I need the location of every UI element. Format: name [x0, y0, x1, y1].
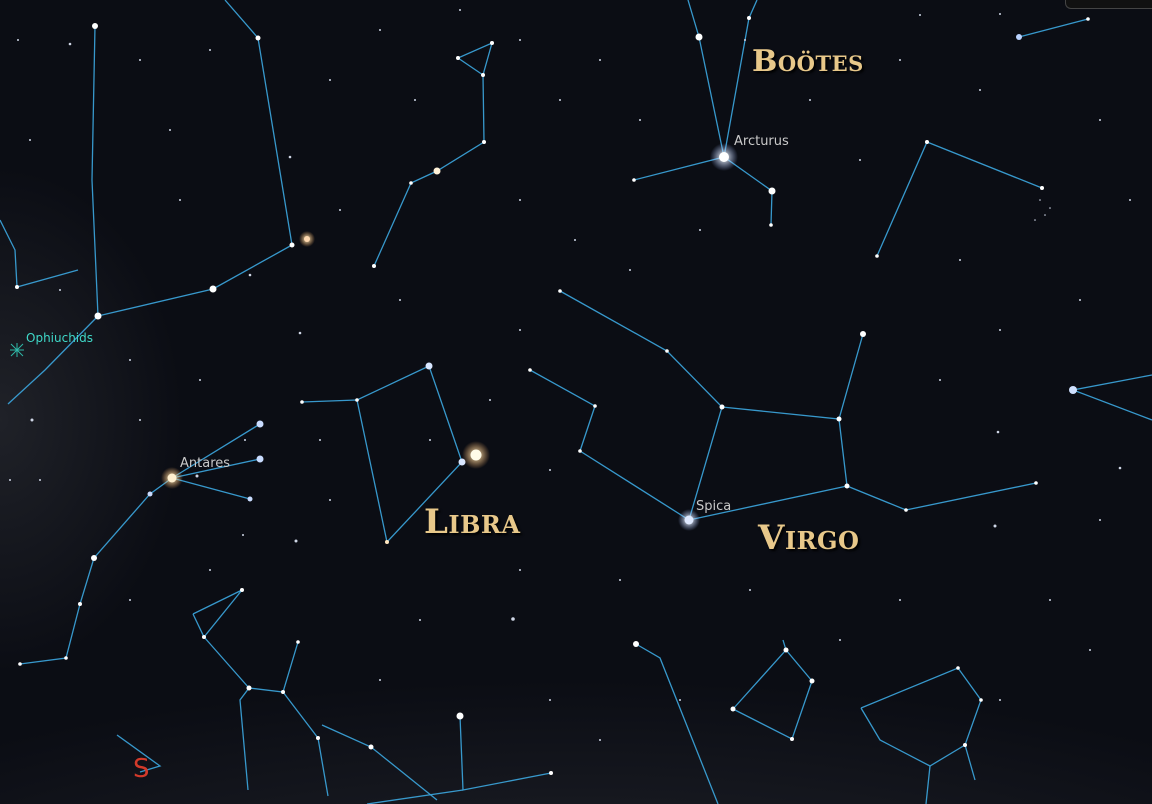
constellation-lines-upper-right — [876, 18, 1089, 257]
constellation-label-libra[interactable]: Libra — [424, 502, 521, 542]
constellation-lines-lower — [116, 589, 982, 804]
star-orange[interactable] — [299, 231, 315, 247]
bright-stars — [15, 16, 1090, 775]
meteor-radiant-icon[interactable] — [10, 343, 24, 357]
meteor-shower-label: Ophiuchids — [26, 331, 94, 345]
star-antares[interactable] — [161, 467, 183, 489]
constellation-lines-right-edge — [1070, 374, 1152, 421]
compass-south: S — [133, 754, 150, 784]
faint-stars — [9, 9, 1131, 741]
star-arcturus[interactable] — [710, 143, 738, 171]
star-spica[interactable] — [678, 509, 700, 531]
constellation-label-bootes[interactable]: Boötes — [752, 44, 864, 79]
constellation-lines-serpens — [373, 41, 493, 267]
corner-panel[interactable] — [1065, 0, 1152, 9]
constellation-label-virgo[interactable]: Virgo — [758, 518, 860, 558]
constellation-lines-bootes — [633, 0, 773, 226]
star-label-arcturus: Arcturus — [734, 134, 789, 149]
constellation-lines-libra — [301, 365, 463, 544]
star-label-spica: Spica — [696, 499, 732, 514]
planet-bright[interactable] — [462, 441, 490, 469]
star-label-antares: Antares — [180, 456, 231, 471]
constellation-lines-virgo — [529, 290, 1037, 522]
